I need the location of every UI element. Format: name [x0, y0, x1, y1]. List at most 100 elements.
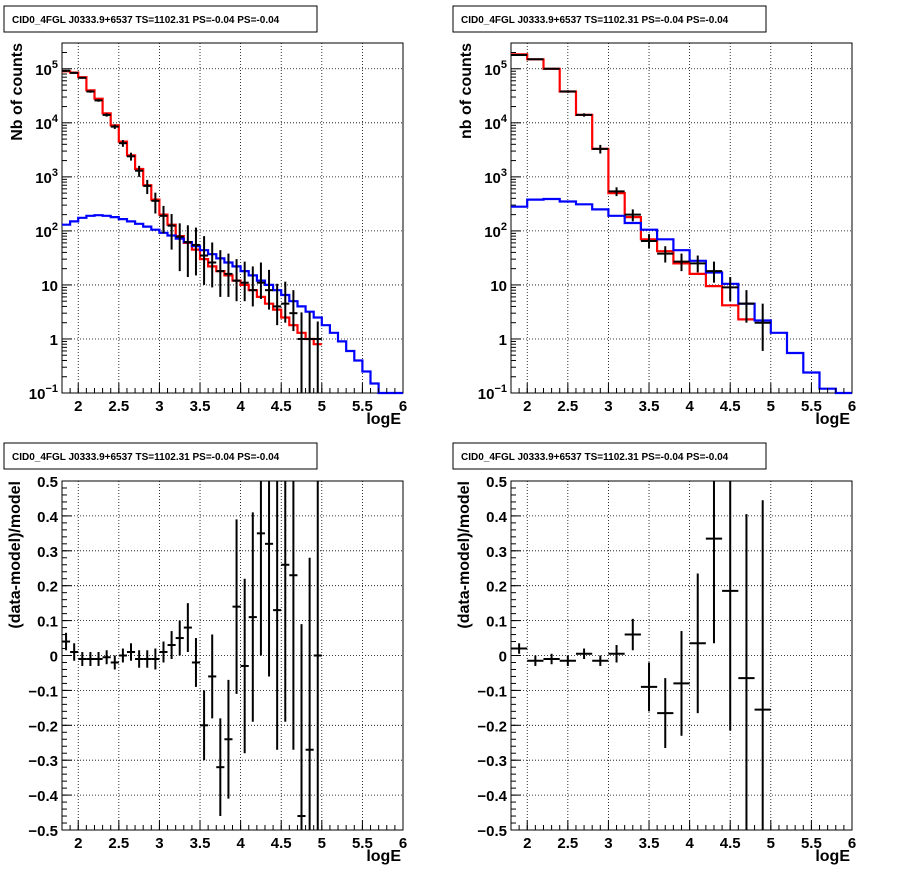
data-point [224, 253, 233, 297]
panel-top-right: CID0_4FGL J0333.9+6537 TS=1102.31 PS=-0.… [452, 5, 856, 428]
y-tick-label: 1 [50, 332, 58, 349]
data-point [256, 481, 265, 656]
data-point [527, 58, 544, 61]
data-point [216, 718, 225, 817]
y-tick-label: 0.5 [37, 474, 58, 491]
data-point [135, 650, 144, 668]
data-point [256, 262, 265, 299]
panel-title: CID0_4FGL J0333.9+6537 TS=1102.31 PS=-0.… [12, 452, 280, 463]
data-point [689, 255, 706, 273]
x-tick-label: 6 [399, 398, 407, 415]
y-tick-label: 10−1 [478, 383, 507, 403]
y-tick-label: 0.2 [486, 579, 507, 596]
y-tick-label: −0.5 [28, 823, 58, 840]
data-point [118, 648, 127, 663]
y-tick-label: 10−1 [29, 383, 58, 403]
title-box [452, 442, 767, 470]
data-point [175, 223, 184, 272]
y-tick-label: 103 [35, 167, 58, 187]
x-tick-label: 3 [604, 398, 612, 415]
y-tick-label: 0 [50, 649, 58, 666]
data-point [232, 259, 241, 302]
y-tick-label: 0.3 [37, 544, 58, 561]
y-axis-label: (data-model)/model [456, 481, 473, 629]
x-tick-label: 2 [74, 398, 82, 415]
data-point [126, 152, 136, 161]
data-point [143, 179, 152, 195]
x-tick-label: 3.5 [639, 398, 660, 415]
panel-bottom-right: CID0_4FGL J0333.9+6537 TS=1102.31 PS=-0.… [452, 442, 856, 865]
data-point [527, 655, 544, 666]
x-tick-label: 2.5 [557, 398, 578, 415]
panel-top-left: CID0_4FGL J0333.9+6537 TS=1102.31 PS=-0.… [3, 5, 407, 428]
title-box [3, 5, 318, 33]
x-axis-label: logE [366, 848, 401, 865]
data-point [78, 76, 87, 79]
data-point [118, 140, 127, 147]
data-point [94, 99, 103, 102]
x-tick-label: 6 [848, 835, 856, 852]
data-point [575, 648, 593, 659]
data-point [624, 209, 641, 222]
grid [62, 480, 404, 831]
data-point [705, 481, 723, 644]
y-tick-label: −0.1 [477, 683, 507, 700]
x-tick-label: 2 [74, 835, 82, 852]
data-point [70, 643, 79, 661]
data-point [224, 679, 233, 799]
x-tick-label: 4.5 [271, 835, 292, 852]
data-point [281, 481, 290, 722]
tick-group: 2 2.5 3 3.5 4 4.5 5 5.5 6 10−1 1 10 102 103 104 105 [29, 42, 407, 415]
x-tick-label: 3 [155, 398, 163, 415]
tick-group: 2 2.5 3 3.5 4 4.5 5 5.5 6 −0.5 −0.4 −0.3 −0.2 −0.1 0 0.… [477, 474, 856, 852]
y-tick-label: 0.4 [37, 509, 59, 526]
y-tick-label: −0.4 [477, 788, 507, 805]
data-point [305, 312, 314, 393]
panel-title: CID0_4FGL J0333.9+6537 TS=1102.31 PS=-0.… [12, 15, 280, 26]
data-point [135, 165, 144, 177]
data-point [289, 290, 298, 332]
y-tick-label: −0.1 [28, 683, 58, 700]
data-point [608, 187, 625, 197]
y-tick-label: 0.1 [486, 614, 507, 631]
data-point [640, 234, 658, 249]
data-point [200, 690, 209, 761]
step-series-line [62, 214, 403, 395]
y-tick-label: 0.5 [486, 474, 507, 491]
x-tick-label: 3.5 [190, 835, 211, 852]
data-point [273, 283, 282, 326]
data-point [297, 312, 306, 393]
series-group [511, 53, 852, 395]
data-point [624, 618, 641, 651]
data-point [608, 645, 625, 663]
x-tick-label: 2.5 [557, 835, 578, 852]
data-point [94, 652, 103, 666]
data-point [592, 144, 609, 154]
x-tick-label: 4.5 [720, 835, 741, 852]
x-axis-label: logE [366, 411, 401, 428]
data-point [313, 321, 322, 393]
data-point [151, 192, 160, 214]
data-point [191, 227, 201, 276]
data-point [102, 113, 111, 117]
title-box [3, 442, 318, 470]
data-point [273, 481, 282, 750]
data-point [559, 90, 576, 93]
step-series-line [511, 197, 852, 395]
grid [511, 43, 853, 394]
data-point [640, 662, 658, 712]
data-point [673, 253, 690, 272]
data-point [175, 620, 184, 656]
y-tick-label: 10 [41, 278, 58, 295]
x-axis-label: logE [815, 848, 850, 865]
data-point [511, 53, 528, 56]
data-point [297, 624, 306, 830]
data-point [232, 519, 241, 694]
y-axis-label: nb of counts [458, 43, 475, 139]
x-tick-label: 5 [318, 398, 326, 415]
x-tick-label: 3.5 [639, 835, 660, 852]
x-tick-label: 5.5 [801, 398, 822, 415]
x-tick-label: 5.5 [801, 835, 822, 852]
step-series-line [511, 53, 755, 321]
